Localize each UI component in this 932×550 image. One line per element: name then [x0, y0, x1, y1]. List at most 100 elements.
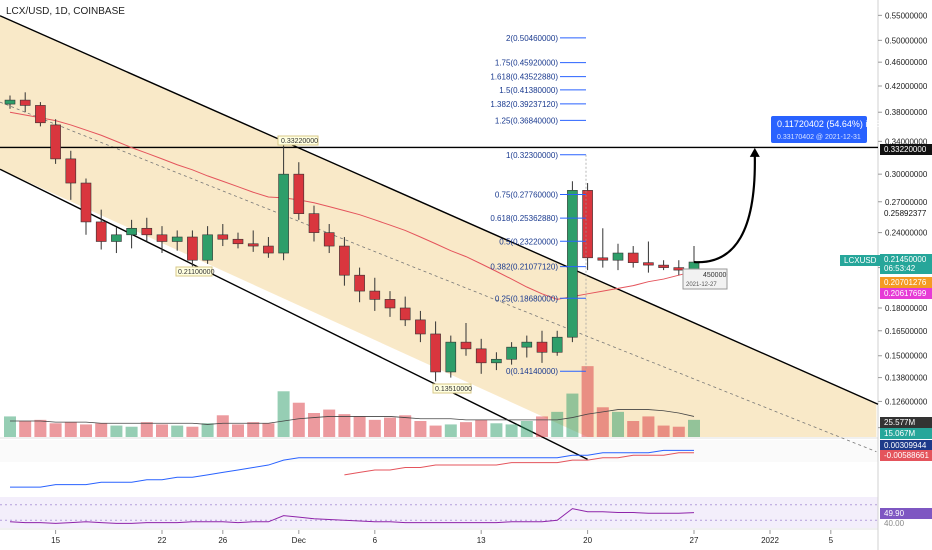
candle-body	[399, 307, 411, 321]
volume-ma-badge	[880, 417, 932, 428]
volume-bar	[247, 422, 260, 437]
fib-level-label: 0.618(0.25362880)	[490, 214, 558, 223]
fib-level-label: 0(0.14140000)	[506, 367, 558, 376]
candle-body	[4, 99, 16, 105]
volume-bar	[49, 423, 62, 437]
projection-tool	[693, 147, 760, 264]
volume-bar	[4, 416, 16, 437]
fib-level-label: 1.75(0.45920000)	[495, 59, 559, 68]
price-axis: 0.55000000 0.50000000 0.46000000 0.42000000…	[878, 11, 928, 433]
volume-bar	[140, 422, 153, 437]
candle-body	[612, 252, 624, 261]
volume-bar	[520, 421, 533, 437]
date-tick-label: 22	[158, 536, 167, 545]
candle-body	[551, 336, 563, 353]
last-candle-tooltip	[682, 268, 728, 290]
channel-upper-line	[0, 15, 879, 405]
volume-ma-label: 25.577M	[884, 418, 915, 427]
candle-body	[202, 234, 213, 261]
volume-bar	[460, 422, 472, 437]
projection-label-target: 0.33170402 @ 2021-12-31	[777, 134, 861, 141]
volume-bar	[292, 402, 305, 437]
fib-level-label: 1(0.32300000)	[506, 151, 558, 160]
volume-bar	[80, 424, 92, 437]
candle-body	[141, 227, 153, 236]
volume-bar	[110, 425, 123, 437]
level-c-label: 0.20701276	[884, 278, 927, 287]
rsi-pane	[0, 504, 878, 524]
symbol-label: LCXUSD	[844, 256, 877, 265]
volume-bar	[277, 391, 290, 437]
volume-bar	[536, 416, 548, 437]
fib-level-label: 0.382(0.21077120)	[490, 263, 558, 272]
volume-bar	[429, 425, 442, 437]
volume-bar	[216, 415, 229, 437]
candle-body	[278, 173, 289, 254]
moving-average-lines	[9, 111, 695, 300]
volume-bar	[475, 419, 488, 437]
price-tick-label: 0.55000000	[885, 11, 928, 20]
projection-arrowhead	[749, 147, 760, 157]
price-tick-label: 0.42000000	[885, 82, 928, 91]
fib-level-label: 0.75(0.27760000)	[495, 190, 559, 199]
date-tick-label: 20	[583, 536, 592, 545]
fib-level-label: 1.25(0.36840000)	[495, 116, 559, 125]
price-tick-label: 0.38000000	[885, 108, 928, 117]
channel-mid-line	[0, 101, 877, 453]
candle-body	[445, 341, 457, 373]
price-tick-label: 0.24000000	[885, 229, 928, 238]
price-tick-label: 0.16500000	[885, 327, 928, 336]
resistance-price-label: 0.33220000	[884, 145, 927, 154]
symbol-badge	[840, 255, 880, 266]
candle-body	[156, 234, 168, 242]
volume-bar	[642, 416, 655, 437]
volume-bar	[551, 411, 564, 437]
fibonacci-levels: 2(0.50460000) 1.75(0.45920000) 1.618(0.435…	[490, 34, 587, 376]
candle-body	[627, 252, 639, 263]
candle-body	[247, 243, 259, 247]
annotation-low-dec: 0.13510000	[435, 386, 472, 393]
level-d-badge	[880, 288, 932, 299]
date-tick-label: 26	[218, 536, 227, 545]
candle-body	[491, 358, 502, 364]
candle-body	[567, 190, 578, 338]
price-tick-label: 0.46000000	[885, 58, 928, 67]
candle-body	[171, 236, 183, 242]
candle-body	[460, 341, 472, 350]
projection-arc	[693, 155, 756, 264]
chart-title: LCX/USD, 1D, COINBASE	[6, 6, 125, 17]
volume-bar	[627, 421, 640, 437]
volume-bar	[125, 426, 138, 437]
volume-bar	[308, 413, 320, 437]
candle-body	[415, 319, 426, 335]
macd-label-a: 0.00309944	[884, 441, 927, 450]
volume-bar	[581, 366, 594, 437]
macd-label-b: -0.00588661	[884, 451, 929, 460]
candle-body	[65, 158, 77, 184]
fib-level-label: 1.5(0.41380000)	[499, 86, 558, 95]
volume-bar	[338, 414, 351, 437]
tooltip-date: 2021-12-27	[686, 282, 717, 288]
annotation-low-nov-box	[175, 266, 213, 277]
candle-body	[597, 257, 609, 261]
tooltip-price: 450000	[703, 272, 726, 279]
last-price-badge	[880, 254, 932, 274]
candle-body	[430, 333, 441, 373]
macd-pane	[10, 449, 694, 488]
volume-bars	[4, 366, 700, 437]
annotation-high-box	[277, 135, 319, 146]
macd-badge-b	[880, 450, 932, 461]
candle-body	[384, 299, 396, 309]
candle-body	[232, 238, 244, 245]
volume-bar	[34, 419, 47, 437]
level-d-label: 0.20617699	[884, 289, 927, 298]
candle-body	[95, 221, 107, 242]
projection-label-box	[771, 116, 867, 143]
channel-fill	[0, 15, 877, 437]
volume-bar	[186, 426, 199, 437]
candle-body	[658, 264, 669, 268]
rsi-level-label: 40.00	[884, 519, 905, 528]
candle-body	[19, 99, 31, 106]
resistance-price-badge	[880, 144, 932, 155]
